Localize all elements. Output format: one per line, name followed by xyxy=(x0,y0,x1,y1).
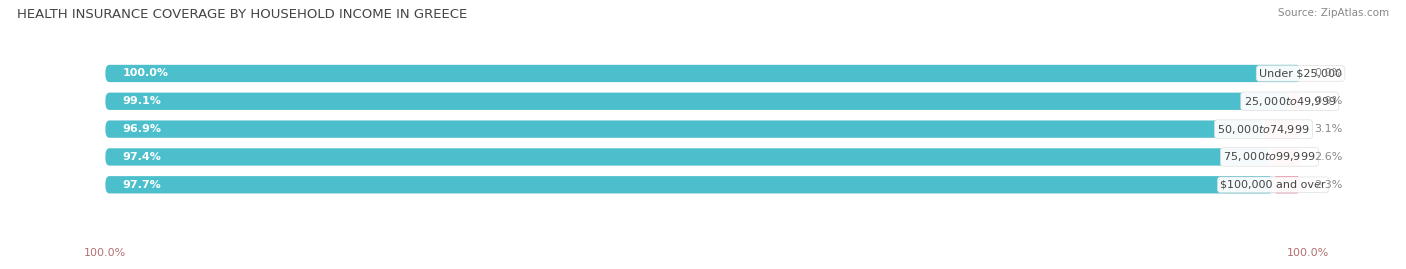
FancyBboxPatch shape xyxy=(105,121,1301,138)
FancyBboxPatch shape xyxy=(105,65,1301,82)
FancyBboxPatch shape xyxy=(105,176,1301,193)
Text: 96.9%: 96.9% xyxy=(122,124,162,134)
Text: $100,000 and over: $100,000 and over xyxy=(1220,180,1326,190)
FancyBboxPatch shape xyxy=(1264,121,1301,138)
Text: $75,000 to $99,999: $75,000 to $99,999 xyxy=(1223,150,1316,164)
FancyBboxPatch shape xyxy=(105,121,1264,138)
Text: 100.0%: 100.0% xyxy=(122,69,169,79)
FancyBboxPatch shape xyxy=(105,176,1272,193)
Text: 97.7%: 97.7% xyxy=(122,180,162,190)
Text: Source: ZipAtlas.com: Source: ZipAtlas.com xyxy=(1278,8,1389,18)
Text: Under $25,000: Under $25,000 xyxy=(1258,69,1343,79)
FancyBboxPatch shape xyxy=(1289,93,1301,110)
FancyBboxPatch shape xyxy=(105,93,1301,110)
FancyBboxPatch shape xyxy=(105,65,1301,82)
Text: 2.6%: 2.6% xyxy=(1315,152,1343,162)
FancyBboxPatch shape xyxy=(105,148,1301,166)
FancyBboxPatch shape xyxy=(1272,176,1301,193)
FancyBboxPatch shape xyxy=(105,93,1289,110)
Text: 2.3%: 2.3% xyxy=(1315,180,1343,190)
Text: 100.0%: 100.0% xyxy=(84,248,127,258)
Text: 0.0%: 0.0% xyxy=(1315,69,1343,79)
Text: 3.1%: 3.1% xyxy=(1315,124,1343,134)
FancyBboxPatch shape xyxy=(105,148,1270,166)
FancyBboxPatch shape xyxy=(1270,148,1301,166)
Text: $25,000 to $49,999: $25,000 to $49,999 xyxy=(1243,95,1336,108)
Text: 99.1%: 99.1% xyxy=(122,96,162,106)
Text: 97.4%: 97.4% xyxy=(122,152,162,162)
Text: HEALTH INSURANCE COVERAGE BY HOUSEHOLD INCOME IN GREECE: HEALTH INSURANCE COVERAGE BY HOUSEHOLD I… xyxy=(17,8,467,21)
Text: $50,000 to $74,999: $50,000 to $74,999 xyxy=(1218,123,1310,136)
Text: 0.9%: 0.9% xyxy=(1315,96,1343,106)
Text: 100.0%: 100.0% xyxy=(1286,248,1329,258)
Legend: With Coverage, Without Coverage: With Coverage, Without Coverage xyxy=(574,266,832,269)
